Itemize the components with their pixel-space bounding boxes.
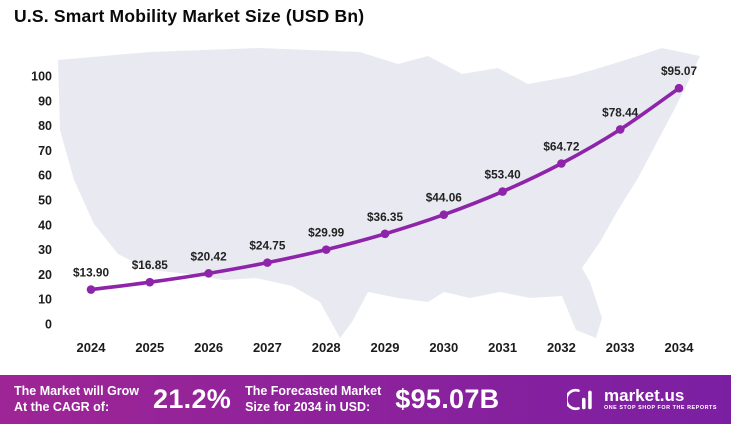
- x-axis-year-label: 2031: [488, 340, 517, 355]
- data-point-marker: [86, 285, 96, 294]
- x-axis-year-label: 2025: [135, 340, 164, 355]
- data-point-marker: [321, 245, 331, 254]
- data-point-value-label: $44.06: [426, 191, 463, 205]
- data-point-value-label: $13.90: [73, 266, 110, 280]
- data-point-marker: [674, 83, 684, 93]
- data-point-marker: [145, 277, 155, 287]
- data-point-marker: [615, 125, 625, 134]
- y-axis-tick-label: 20: [38, 268, 52, 282]
- logo-bar-short: [582, 397, 586, 410]
- y-axis-tick-label: 80: [38, 119, 52, 133]
- y-axis-tick-label: 40: [38, 218, 52, 232]
- forecast-label-line1: The Forecasted Market: [245, 384, 382, 399]
- y-axis-tick-label: 0: [45, 318, 52, 332]
- brand-tagline: ONE STOP SHOP FOR THE REPORTS: [604, 405, 717, 412]
- data-point-marker: [557, 159, 566, 168]
- x-axis-year-label: 2027: [253, 340, 282, 355]
- x-axis-year-label: 2033: [606, 340, 635, 355]
- data-point-value-label: $29.99: [308, 226, 345, 240]
- data-point-marker: [263, 258, 272, 267]
- data-point-marker: [498, 187, 507, 196]
- y-axis-tick-label: 90: [38, 94, 52, 108]
- y-axis-tick-label: 60: [38, 169, 52, 183]
- x-axis-year-label: 2032: [547, 340, 576, 355]
- forecast-value: $95.07B: [395, 384, 500, 414]
- data-point-value-label: $64.72: [543, 139, 580, 153]
- logo-bar-tall: [588, 390, 592, 410]
- forecast-label-line2: Size for 2034 in USD:: [245, 399, 371, 414]
- y-axis-tick-label: 30: [38, 243, 52, 257]
- us-map-silhouette: [58, 48, 700, 338]
- data-point-marker: [380, 229, 390, 239]
- x-axis-year-label: 2028: [312, 340, 341, 355]
- data-point-marker: [204, 269, 213, 278]
- data-point-marker: [439, 210, 449, 220]
- y-axis-tick-label: 10: [38, 293, 52, 307]
- brand-name: market.us: [604, 386, 685, 406]
- brand-text: market.us ONE STOP SHOP FOR THE REPORTS: [604, 387, 717, 411]
- logo-arc: [567, 388, 580, 411]
- chart-title: U.S. Smart Mobility Market Size (USD Bn): [14, 6, 365, 26]
- data-point-value-label: $20.42: [191, 249, 228, 263]
- data-point-value-label: $24.75: [249, 239, 286, 253]
- cagr-value: 21.2%: [153, 384, 232, 414]
- y-axis-tick-label: 50: [38, 194, 52, 208]
- data-point-value-label: $95.07: [661, 64, 698, 78]
- footer-banner: The Market will Grow At the CAGR of: 21.…: [0, 375, 731, 424]
- forecast-label: The Forecasted Market Size for 2034 in U…: [245, 384, 381, 415]
- x-axis-year-label: 2026: [194, 340, 223, 355]
- x-axis-year-label: 2029: [371, 340, 400, 355]
- data-point-value-label: $78.44: [602, 105, 639, 119]
- cagr-label-line2: At the CAGR of:: [14, 399, 110, 414]
- cagr-label-line1: The Market will Grow: [14, 384, 140, 399]
- data-point-value-label: $36.35: [367, 210, 404, 224]
- x-axis-year-label: 2034: [665, 340, 695, 355]
- data-point-value-label: $53.40: [485, 168, 522, 182]
- y-axis-tick-label: 70: [38, 144, 52, 158]
- cagr-label: The Market will Grow At the CAGR of:: [14, 384, 139, 415]
- marketus-logo: market.us ONE STOP SHOP FOR THE REPORTS: [567, 386, 717, 413]
- data-point-value-label: $16.85: [132, 258, 169, 272]
- x-axis-year-label: 2024: [77, 340, 107, 355]
- x-axis-year-label: 2030: [429, 340, 458, 355]
- marketus-logo-icon: [567, 388, 592, 411]
- y-axis-tick-label: 100: [31, 70, 52, 84]
